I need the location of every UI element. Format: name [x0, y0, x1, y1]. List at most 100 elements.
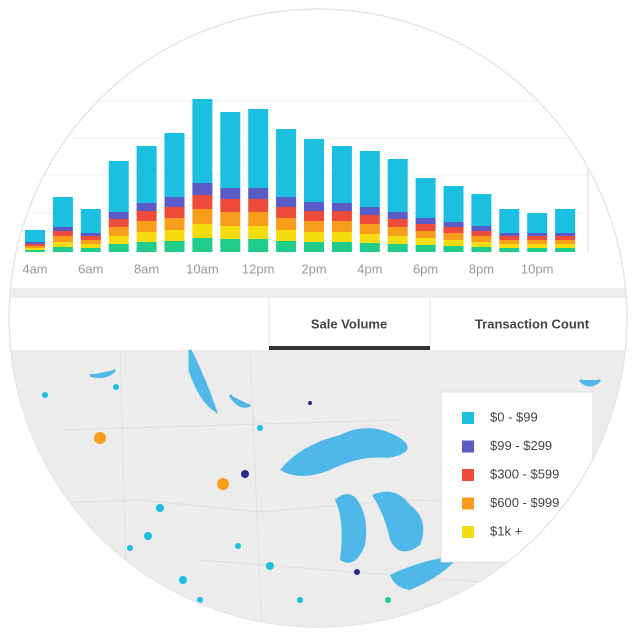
bar-segment: [80, 209, 101, 233]
bar-segment: [331, 211, 352, 221]
bar-segment: [220, 188, 241, 199]
bar-segment: [108, 227, 129, 236]
legend-label: $0 - $99: [490, 409, 538, 424]
bar-segment: [25, 250, 45, 252]
bar-segment: [555, 244, 576, 248]
bar-segment: [359, 151, 380, 207]
bar-segment: [331, 203, 352, 211]
bar-segment: [443, 186, 464, 222]
bar-segment: [136, 232, 157, 242]
bar-segment: [80, 248, 101, 252]
bar-segment: [52, 197, 73, 227]
bar-segment: [443, 222, 464, 227]
bar-segment: [471, 194, 492, 226]
x-tick-label: 8am: [134, 261, 159, 276]
bar-segment: [108, 161, 129, 212]
bar-segment: [108, 212, 129, 219]
bar-segment: [25, 230, 45, 242]
bar-segment: [52, 242, 73, 247]
bar-segment: [192, 183, 213, 195]
bar-segment: [248, 109, 269, 188]
bar-segment: [25, 248, 45, 250]
bar-segment: [471, 226, 492, 231]
legend-swatch: [462, 497, 474, 510]
map-dot: [235, 543, 241, 549]
map-dot: [297, 597, 303, 603]
bar-segment: [136, 146, 157, 203]
x-tick-label: 4pm: [357, 261, 382, 276]
lake: [372, 491, 424, 552]
bar-segment: [331, 242, 352, 252]
bar-segment: [304, 232, 324, 242]
bar-segment: [304, 221, 324, 232]
bar-segment: [499, 209, 520, 233]
map-dot: [354, 569, 360, 575]
x-tick-label: 4am: [22, 261, 47, 276]
bar-segment: [499, 236, 520, 240]
x-tick-label: 10am: [186, 261, 219, 276]
bar-segment: [471, 242, 492, 247]
lake: [335, 494, 367, 563]
x-tick-label: 12pm: [242, 261, 275, 276]
bar-segment: [415, 238, 436, 245]
bar-segment: [108, 219, 129, 227]
bar-segment: [248, 212, 269, 226]
roads: [9, 349, 627, 627]
map-dot: [127, 545, 133, 551]
legend-swatch: [462, 526, 474, 538]
bar-segment: [136, 211, 157, 221]
bar-segment: [443, 240, 464, 246]
bar-segment: [108, 244, 129, 252]
bar-segment: [276, 218, 297, 230]
bar-segment: [527, 248, 548, 252]
bar-segment: [359, 215, 380, 224]
bar-segment: [527, 240, 548, 244]
bar-segment: [415, 178, 436, 218]
map-dot: [94, 432, 106, 444]
bar-segment: [276, 230, 297, 241]
bar-segment: [164, 197, 185, 207]
map-dot: [241, 470, 249, 478]
tab-active-indicator: [269, 346, 430, 350]
x-tick-label: 8pm: [469, 261, 494, 276]
bar-segment: [387, 236, 408, 244]
bar-segment: [192, 238, 213, 252]
legend-label: $1k +: [490, 523, 522, 538]
bar-segment: [359, 243, 380, 252]
bar-segment: [443, 227, 464, 233]
bar-segment: [331, 232, 352, 242]
bar-segment: [220, 112, 241, 188]
bar-segment: [331, 146, 352, 203]
tab[interactable]: Transaction Count: [475, 316, 590, 331]
bar-segment: [276, 197, 297, 207]
bar-segment: [359, 224, 380, 234]
bar-segment: [52, 227, 73, 231]
bar-segment: [25, 244, 45, 246]
bar-segment: [471, 231, 492, 236]
x-tick-label: 10pm: [521, 261, 554, 276]
bar-segment: [164, 241, 185, 252]
bar-segment: [415, 224, 436, 231]
x-tick-label: 6am: [78, 261, 103, 276]
bar-segment: [276, 241, 297, 252]
tab-bar: [9, 298, 627, 350]
bar-segment: [499, 248, 520, 252]
bar-segment: [359, 234, 380, 243]
bar-segment: [192, 209, 213, 224]
bar-segment: [331, 221, 352, 232]
bar-segment: [164, 133, 185, 197]
bar-segment: [555, 233, 576, 236]
lake: [280, 428, 408, 476]
bar-segment: [80, 240, 101, 244]
map-dot: [179, 576, 187, 584]
bar-segment: [555, 240, 576, 244]
bar-segment: [443, 233, 464, 240]
bar-segment: [80, 233, 101, 236]
tab[interactable]: Sale Volume: [311, 316, 387, 331]
bar-segment: [471, 247, 492, 252]
bar-segment: [164, 218, 185, 230]
map-dot: [156, 504, 164, 512]
bar-segment: [25, 246, 45, 248]
